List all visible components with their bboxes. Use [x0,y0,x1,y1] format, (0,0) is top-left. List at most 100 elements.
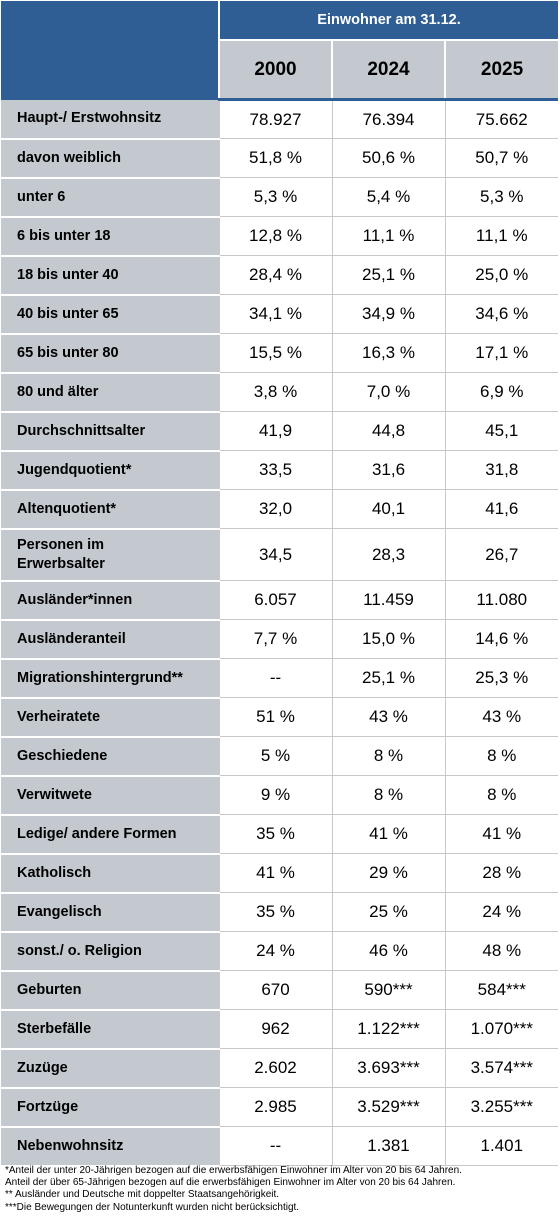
value-cell-2000: 15,5 % [218,333,332,373]
value-cell-2024: 40,1 [331,489,445,529]
value-cell-2025: 45,1 [444,411,559,451]
table-row: Haupt-/ Erstwohnsitz 78.927 76.394 75.662 [1,99,559,140]
table-row: Geschiedene 5 % 8 % 8 % [1,736,559,777]
row-label: Personen im Erwerbsalter [1,528,219,582]
row-label: Sterbefälle [1,1009,219,1050]
value-cell-2024: 15,0 % [331,619,445,659]
value-cell-2025: 14,6 % [444,619,559,659]
value-cell-2000: 962 [218,1009,332,1049]
table-row: 40 bis unter 65 34,1 % 34,9 % 34,6 % [1,294,559,335]
footnote-emergency-shelter: ***Die Bewegungen der Notunterkunft wurd… [5,1201,300,1213]
value-cell-2024: 3.529*** [331,1087,445,1127]
value-cell-2024: 44,8 [331,411,445,451]
value-cell-2025: 11,1 % [444,216,559,256]
table-body: Haupt-/ Erstwohnsitz 78.927 76.394 75.662 da… [1,99,559,1167]
value-cell-2000: 51 % [218,697,332,737]
value-cell-2000: 670 [218,970,332,1010]
value-cell-2000: 41 % [218,853,332,893]
value-cell-2000: 6.057 [218,580,332,620]
value-cell-2024: 34,9 % [331,294,445,334]
row-label: Geschiedene [1,736,219,777]
row-label: Fortzüge [1,1087,219,1128]
row-label: davon weiblich [1,138,219,179]
value-cell-2000: 41,9 [218,411,332,451]
value-cell-2000: 2.602 [218,1048,332,1088]
value-cell-2024: 8 % [331,775,445,815]
value-cell-2024: 1.381 [331,1126,445,1166]
value-cell-2024: 11,1 % [331,216,445,256]
value-cell-2025: 75.662 [444,99,559,139]
row-label: Verheiratete [1,697,219,738]
year-header-2024: 2024 [332,40,446,101]
row-label: Katholisch [1,853,219,894]
row-label: 80 und älter [1,372,219,413]
value-cell-2025: 8 % [444,736,559,776]
value-cell-2024: 590*** [331,970,445,1010]
table-row: Fortzüge 2.985 3.529*** 3.255*** [1,1087,559,1128]
table-row: Migrationshintergrund** -- 25,1 % 25,3 % [1,658,559,699]
value-cell-2000: 7,7 % [218,619,332,659]
row-label: Migrationshintergrund** [1,658,219,699]
row-label: Nebenwohnsitz [1,1126,219,1167]
year-header-2000: 2000 [219,40,333,101]
value-cell-2025: 41 % [444,814,559,854]
value-cell-2024: 41 % [331,814,445,854]
value-cell-2024: 50,6 % [331,138,445,178]
footnotes: *Anteil der unter 20-Jährigen bezogen au… [5,1165,557,1214]
value-cell-2025: 5,3 % [444,177,559,217]
value-cell-2025: 41,6 [444,489,559,529]
value-cell-2025: 43 % [444,697,559,737]
value-cell-2025: 8 % [444,775,559,815]
table-row: 65 bis unter 80 15,5 % 16,3 % 17,1 % [1,333,559,374]
value-cell-2000: -- [218,658,332,698]
table-row: Altenquotient* 32,0 40,1 41,6 [1,489,559,530]
value-cell-2025: 17,1 % [444,333,559,373]
value-cell-2025: 25,0 % [444,255,559,295]
row-label: Ausländer*innen [1,580,219,621]
row-label: Altenquotient* [1,489,219,530]
row-label: Geburten [1,970,219,1011]
row-label: Ledige/ andere Formen [1,814,219,855]
table-row: davon weiblich 51,8 % 50,6 % 50,7 % [1,138,559,179]
row-label: Jugendquotient* [1,450,219,491]
table-row: Geburten 670 590*** 584*** [1,970,559,1011]
table-row: Zuzüge 2.602 3.693*** 3.574*** [1,1048,559,1089]
row-label: Zuzüge [1,1048,219,1089]
value-cell-2024: 5,4 % [331,177,445,217]
table-row: Ledige/ andere Formen 35 % 41 % 41 % [1,814,559,855]
value-cell-2025: 28 % [444,853,559,893]
footnote-quotient-old: Anteil der über 65-Jährigen bezogen auf … [5,1177,456,1189]
value-cell-2000: 33,5 [218,450,332,490]
value-cell-2024: 1.122*** [331,1009,445,1049]
table-row: unter 6 5,3 % 5,4 % 5,3 % [1,177,559,218]
row-label: 6 bis unter 18 [1,216,219,257]
value-cell-2000: 34,5 [218,528,332,581]
footnote-quotient-young: *Anteil der unter 20-Jährigen bezogen au… [5,1165,462,1176]
value-cell-2025: 48 % [444,931,559,971]
value-cell-2000: 2.985 [218,1087,332,1127]
table-row: Personen im Erwerbsalter 34,5 28,3 26,7 [1,528,559,582]
table-row: Jugendquotient* 33,5 31,6 31,8 [1,450,559,491]
value-cell-2024: 76.394 [331,99,445,139]
table-row: 6 bis unter 18 12,8 % 11,1 % 11,1 % [1,216,559,257]
row-label: Durchschnittsalter [1,411,219,452]
value-cell-2024: 25 % [331,892,445,932]
row-label: unter 6 [1,177,219,218]
value-cell-2000: 35 % [218,892,332,932]
row-label: 40 bis unter 65 [1,294,219,335]
table-row: Durchschnittsalter 41,9 44,8 45,1 [1,411,559,452]
population-table: Einwohner am 31.12. 2000 2024 2025 Haupt… [1,1,559,1167]
value-cell-2025: 24 % [444,892,559,932]
value-cell-2000: 32,0 [218,489,332,529]
value-cell-2024: 25,1 % [331,255,445,295]
year-header-2025: 2025 [445,40,559,101]
table-row: Katholisch 41 % 29 % 28 % [1,853,559,894]
row-label: 18 bis unter 40 [1,255,219,296]
row-label: Haupt-/ Erstwohnsitz [1,99,219,140]
value-cell-2024: 3.693*** [331,1048,445,1088]
value-cell-2024: 29 % [331,853,445,893]
value-cell-2025: 50,7 % [444,138,559,178]
table-row: Verheiratete 51 % 43 % 43 % [1,697,559,738]
row-label: Ausländeranteil [1,619,219,660]
